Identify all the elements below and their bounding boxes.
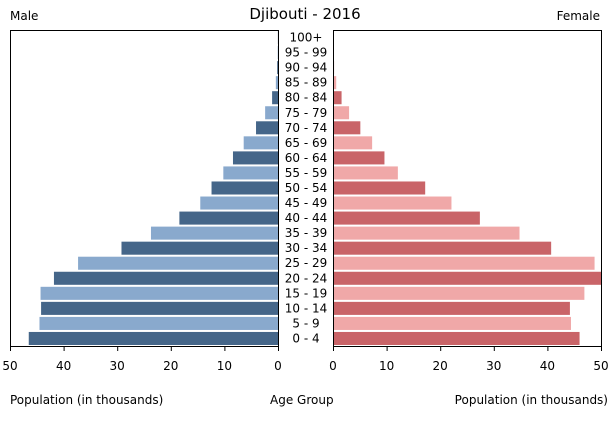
female-bar	[333, 271, 601, 285]
age-group-label: 5 - 9	[292, 316, 319, 330]
male-bar	[256, 121, 278, 135]
age-group-label: 95 - 99	[285, 46, 328, 60]
female-x-tick-label: 40	[540, 359, 555, 373]
male-bar	[150, 226, 278, 240]
male-bar	[179, 211, 278, 225]
age-group-label: 90 - 94	[285, 61, 328, 75]
age-group-label: 70 - 74	[285, 121, 328, 135]
male-bar	[277, 61, 278, 75]
age-group-label: 30 - 34	[285, 241, 328, 255]
male-x-tick-label: 0	[274, 359, 282, 373]
male-x-tick-label: 30	[110, 359, 125, 373]
age-group-label: 35 - 39	[285, 226, 328, 240]
male-bar	[40, 286, 278, 300]
age-group-label: 60 - 64	[285, 151, 328, 165]
female-bar	[333, 286, 585, 300]
female-side-label: Female	[556, 9, 600, 23]
female-x-axis-label: Population (in thousands)	[454, 393, 608, 407]
female-x-tick-label: 10	[379, 359, 394, 373]
age-group-label: 10 - 14	[285, 301, 328, 315]
male-bar	[53, 271, 279, 285]
male-bar	[39, 316, 279, 330]
female-bar	[333, 226, 520, 240]
female-plot-frame	[333, 30, 602, 347]
male-bar	[272, 91, 278, 105]
male-bar	[211, 181, 278, 195]
female-x-tick-label: 50	[593, 359, 608, 373]
age-group-label: 100+	[290, 31, 323, 45]
female-x-tick-label: 0	[329, 359, 337, 373]
male-bar	[243, 136, 278, 150]
male-bar	[121, 241, 278, 255]
age-group-label: 65 - 69	[285, 136, 328, 150]
age-group-label: 20 - 24	[285, 271, 328, 285]
female-bar	[333, 241, 552, 255]
male-bar	[28, 331, 279, 345]
male-x-tick-label: 40	[56, 359, 71, 373]
age-group-label: 25 - 29	[285, 256, 328, 270]
female-bar	[333, 316, 571, 330]
female-bar	[333, 151, 385, 165]
female-bar	[333, 211, 480, 225]
male-bar	[275, 76, 278, 90]
male-side-label: Male	[10, 9, 39, 23]
female-bar	[333, 121, 361, 135]
female-bar	[333, 301, 570, 315]
male-bar	[265, 106, 278, 120]
female-bar	[333, 106, 350, 120]
female-x-tick-label: 20	[433, 359, 448, 373]
chart-title: Djibouti - 2016	[249, 5, 361, 23]
age-group-label: 0 - 4	[292, 331, 319, 345]
age-group-label: 45 - 49	[285, 196, 328, 210]
female-bar	[333, 91, 342, 105]
male-x-tick-label: 50	[2, 359, 17, 373]
male-x-tick-label: 20	[163, 359, 178, 373]
male-bar	[200, 196, 278, 210]
female-bar	[333, 196, 452, 210]
male-bar	[232, 151, 278, 165]
male-x-axis: 50 40 30 20 10 0	[2, 346, 282, 373]
female-x-tick-label: 30	[486, 359, 501, 373]
age-group-axis-label: Age Group	[270, 393, 334, 407]
age-group-label: 50 - 54	[285, 181, 328, 195]
male-bar	[223, 166, 278, 180]
age-group-label: 40 - 44	[285, 211, 328, 225]
female-bar	[333, 331, 580, 345]
male-bar	[78, 256, 279, 270]
male-bar	[41, 301, 279, 315]
male-plot-frame	[10, 30, 279, 347]
female-bar	[333, 181, 426, 195]
age-group-label: 55 - 59	[285, 166, 328, 180]
age-group-label: 15 - 19	[285, 286, 328, 300]
male-x-tick-label: 10	[217, 359, 232, 373]
male-bars	[28, 31, 279, 345]
female-bar	[333, 166, 398, 180]
female-bar	[333, 76, 337, 90]
age-group-label: 80 - 84	[285, 91, 328, 105]
age-group-label: 85 - 89	[285, 76, 328, 90]
male-x-axis-label: Population (in thousands)	[10, 393, 164, 407]
female-x-axis: 0 10 20 30 40 50	[329, 346, 609, 373]
female-bars	[333, 31, 601, 345]
female-bar	[333, 136, 373, 150]
female-bar	[333, 256, 595, 270]
age-group-label: 75 - 79	[285, 106, 328, 120]
